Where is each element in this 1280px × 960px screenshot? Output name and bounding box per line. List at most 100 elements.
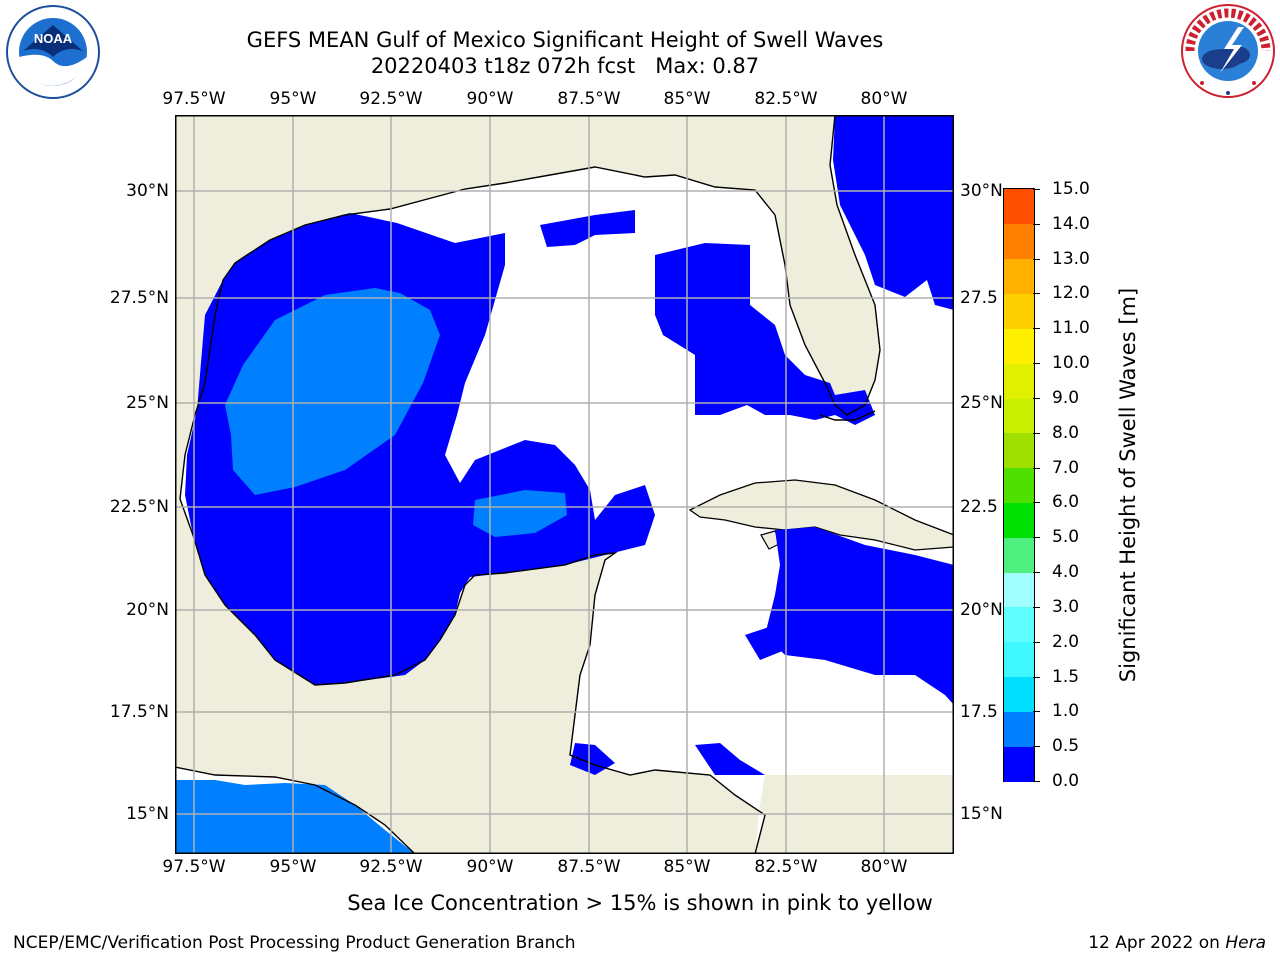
colorbar-tick: [1033, 781, 1040, 782]
colorbar-segment: [1004, 746, 1034, 782]
colorbar-segment: [1004, 258, 1034, 295]
colorbar-segment: [1004, 641, 1034, 678]
colorbar-segment: [1004, 537, 1034, 573]
colorbar-tick: [1033, 328, 1040, 330]
colorbar-segment: [1004, 223, 1034, 260]
footer-host: Hera: [1225, 933, 1266, 953]
colorbar-tick: [1033, 641, 1040, 643]
cuba: [688, 479, 954, 551]
colorbar-segment: [1004, 606, 1034, 643]
lat-label-left: 30°N: [126, 181, 169, 201]
sea-ice-note: Sea Ice Concentration > 15% is shown in …: [347, 891, 933, 915]
colorbar-tick-label: 5.0: [1052, 527, 1080, 548]
lon-label-top: 95°W: [269, 89, 317, 109]
colorbar-tick: [1033, 676, 1040, 678]
colorbar-tick: [1033, 746, 1040, 748]
svg-text:NOAA: NOAA: [34, 31, 73, 46]
colorbar-tick-label: 11.0: [1052, 318, 1090, 339]
lon-label-bottom: 90°W: [466, 857, 514, 877]
colorbar-tick: [1033, 432, 1040, 434]
colorbar-tick: [1033, 397, 1040, 399]
lon-label-top: 90°W: [466, 89, 514, 109]
colorbar-segment: [1004, 676, 1034, 712]
colorbar-tick-label: 1.5: [1052, 666, 1080, 687]
colorbar-tick-label: 7.0: [1052, 457, 1080, 478]
lat-label-right: 17.5: [960, 702, 998, 722]
lon-label-bottom: 87.5°W: [557, 857, 621, 877]
lon-label-top: 97.5°W: [162, 89, 226, 109]
colorbar-tick-label: 9.0: [1052, 387, 1080, 408]
colorbar: [1003, 188, 1035, 782]
colorbar-tick-label: 12.0: [1052, 283, 1090, 304]
colorbar-segment: [1004, 328, 1034, 364]
colorbar-tick: [1033, 467, 1040, 469]
colorbar-tick: [1033, 293, 1040, 295]
colorbar-tick-label: 3.0: [1052, 596, 1080, 617]
colorbar-tick-label: 0.5: [1052, 736, 1080, 757]
lon-label-top: 82.5°W: [754, 89, 818, 109]
colorbar-tick-label: 2.0: [1052, 631, 1080, 652]
lat-label-left: 22.5°N: [109, 497, 169, 517]
colorbar-tick-label: 14.0: [1052, 213, 1090, 234]
chart-title: GEFS MEAN Gulf of Mexico Significant Hei…: [246, 28, 884, 52]
colorbar-segment: [1004, 363, 1034, 399]
lat-label-left: 27.5°N: [109, 288, 169, 308]
colorbar-tick-label: 8.0: [1052, 422, 1080, 443]
coastlines: [175, 115, 881, 854]
swell-height-map: [175, 115, 954, 854]
chart-subtitle: 20220403 t18z 072h fcst Max: 0.87: [370, 54, 760, 78]
colorbar-segment: [1004, 467, 1034, 503]
colorbar-tick: [1033, 572, 1040, 574]
lat-label-right: 27.5: [960, 288, 998, 308]
lon-label-bottom: 80°W: [860, 857, 908, 877]
lat-label-right: 22.5: [960, 497, 998, 517]
lat-label-left: 15°N: [126, 804, 169, 824]
graticule: [175, 115, 954, 854]
lat-label-left: 25°N: [126, 393, 169, 413]
colorbar-tick-label: 15.0: [1052, 179, 1090, 199]
lon-label-top: 80°W: [860, 89, 908, 109]
lon-label-bottom: 92.5°W: [359, 857, 423, 877]
lon-label-top: 87.5°W: [557, 89, 621, 109]
colorbar-segment: [1004, 572, 1034, 608]
lat-label-right: 25°N: [960, 393, 1003, 413]
colorbar-tick-label: 13.0: [1052, 248, 1090, 269]
colorbar-tick: [1033, 606, 1040, 608]
colorbar-tick-label: 1.0: [1052, 701, 1080, 722]
colorbar-title: Significant Height of Swell Waves [m]: [1116, 287, 1140, 683]
lat-label-right: 20°N: [960, 600, 1003, 620]
lat-label-left: 17.5°N: [109, 702, 169, 722]
colorbar-tick-label: 6.0: [1052, 492, 1080, 513]
colorbar-segment: [1004, 293, 1034, 329]
lon-label-bottom: 97.5°W: [162, 857, 226, 877]
colorbar-tick-label: 0.0: [1052, 771, 1080, 791]
footer-date-text: 12 Apr 2022 on: [1088, 933, 1220, 953]
colorbar-tick-label: 10.0: [1052, 353, 1090, 374]
colorbar-segment: [1004, 397, 1034, 434]
swell-band-0p5-1: [175, 288, 567, 854]
lat-label-left: 20°N: [126, 600, 169, 620]
colorbar-tick: [1033, 537, 1040, 539]
colorbar-tick: [1033, 189, 1040, 190]
colorbar-segment: [1004, 502, 1034, 538]
lon-label-top: 85°W: [663, 89, 711, 109]
map-border: [175, 115, 954, 854]
lon-label-bottom: 85°W: [663, 857, 711, 877]
lat-label-right: 15°N: [960, 804, 1003, 824]
colorbar-tick-label: 4.0: [1052, 562, 1080, 583]
footer-credit: NCEP/EMC/Verification Post Processing Pr…: [13, 933, 576, 953]
colorbar-segment: [1004, 432, 1034, 469]
colorbar-tick: [1033, 223, 1040, 225]
colorbar-tick: [1033, 502, 1040, 504]
lon-label-top: 92.5°W: [359, 89, 423, 109]
nws-logo: [1181, 4, 1275, 98]
lat-label-right: 30°N: [960, 181, 1003, 201]
colorbar-segment: [1004, 189, 1034, 225]
lon-label-bottom: 95°W: [269, 857, 317, 877]
noaa-logo: NOAA: [6, 5, 100, 99]
colorbar-tick: [1033, 711, 1040, 713]
colorbar-segment: [1004, 711, 1034, 747]
footer-date: 12 Apr 2022 on Hera: [1088, 933, 1266, 953]
colorbar-tick: [1033, 258, 1040, 260]
lon-label-bottom: 82.5°W: [754, 857, 818, 877]
